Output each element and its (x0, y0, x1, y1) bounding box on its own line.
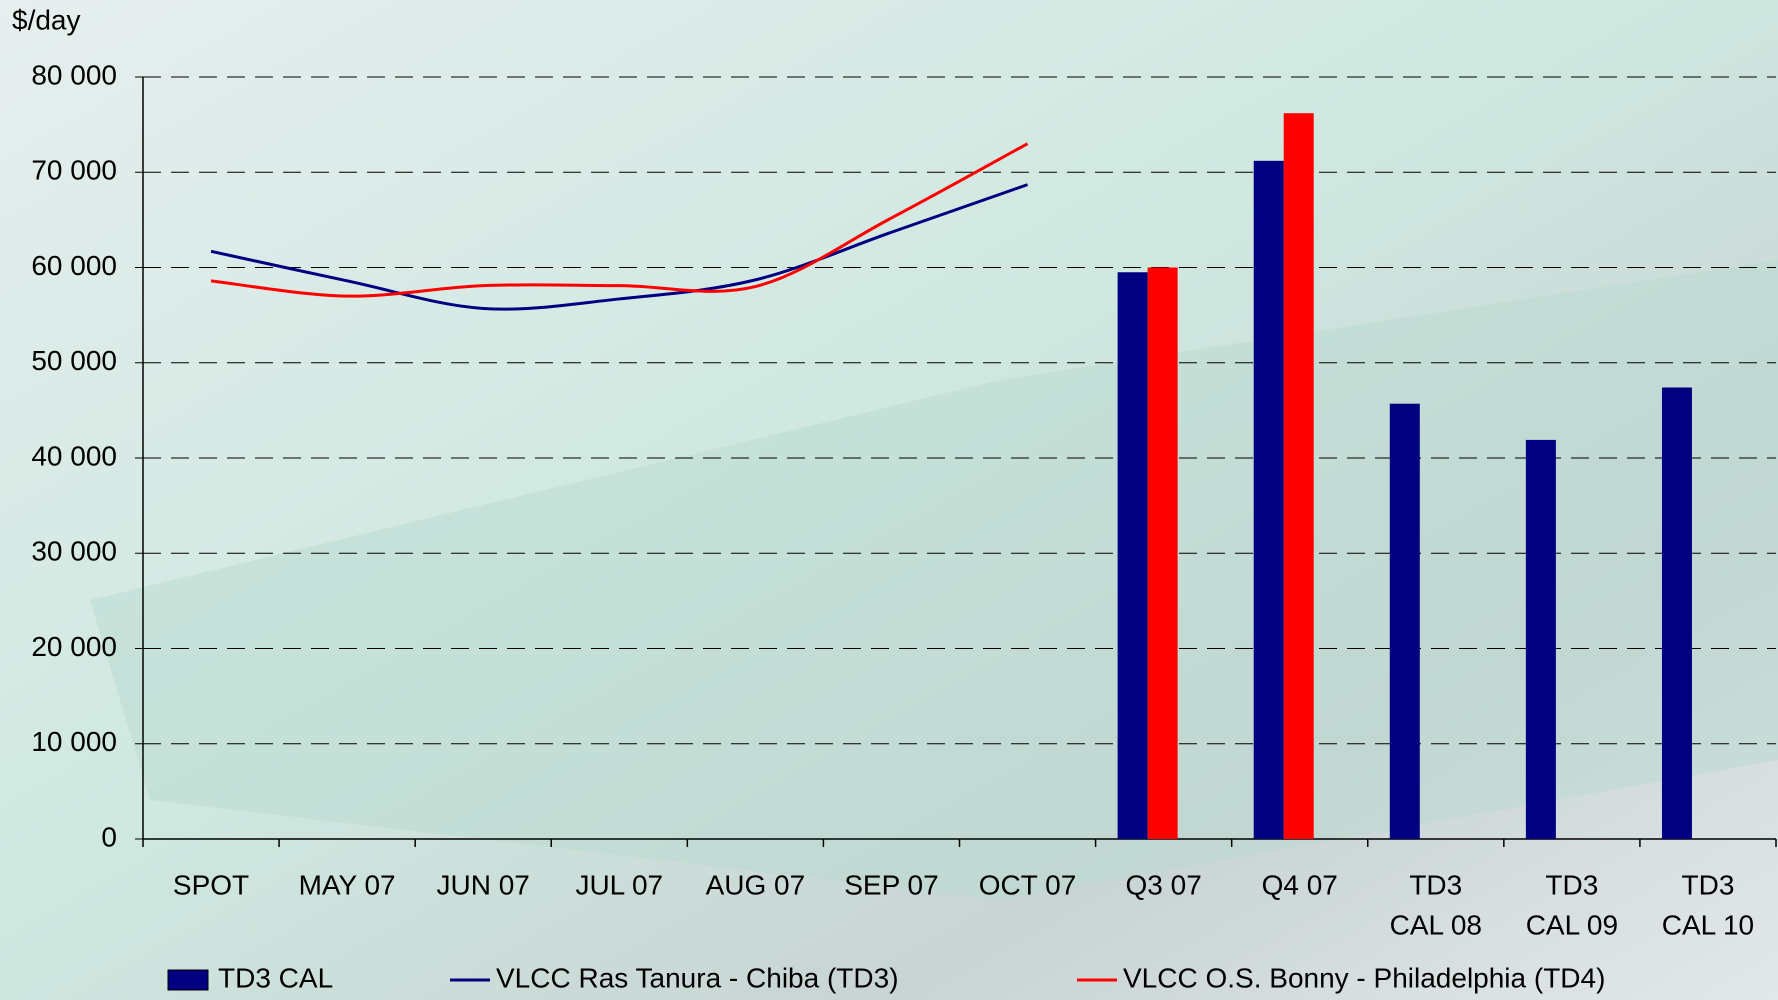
y-tick-label: 10 000 (31, 726, 117, 757)
legend-label: TD3 CAL (218, 962, 333, 993)
y-tick-label: 0 (101, 821, 117, 852)
x-tick-label: MAY 07 (299, 869, 396, 900)
bar (1525, 439, 1556, 839)
x-tick-label: OCT 07 (979, 869, 1077, 900)
x-tick-label: Q3 07 (1125, 869, 1201, 900)
bar (1253, 160, 1284, 839)
x-tick-label: SEP 07 (844, 869, 938, 900)
x-tick-label: CAL 10 (1662, 909, 1754, 940)
line (210, 142, 1029, 298)
bar (1147, 267, 1178, 839)
y-tick-label: 70 000 (31, 155, 117, 186)
legend-label: VLCC Ras Tanura - Chiba (TD3) (496, 962, 899, 993)
bar (1283, 113, 1314, 839)
x-tick-label: JUL 07 (575, 869, 663, 900)
y-tick-label: 60 000 (31, 250, 117, 281)
legend-label: VLCC O.S. Bonny - Philadelphia (TD4) (1123, 962, 1605, 993)
y-axis-title: $/day (12, 4, 81, 35)
y-tick-label: 30 000 (31, 536, 117, 567)
x-tick-label: TD3 (1545, 869, 1598, 900)
legend-swatch (167, 969, 209, 991)
x-tick-label: CAL 08 (1390, 909, 1482, 940)
y-tick-label: 80 000 (31, 59, 117, 90)
y-tick-label: 20 000 (31, 631, 117, 662)
line (210, 183, 1029, 311)
x-tick-label: CAL 09 (1526, 909, 1618, 940)
bar (1389, 403, 1420, 839)
y-tick-label: 40 000 (31, 440, 117, 471)
x-tick-label: SPOT (173, 869, 249, 900)
bar (1117, 272, 1148, 839)
y-tick-label: 50 000 (31, 345, 117, 376)
x-tick-label: JUN 07 (437, 869, 530, 900)
x-tick-label: AUG 07 (706, 869, 806, 900)
x-tick-label: TD3 (1682, 869, 1735, 900)
x-tick-label: TD3 (1409, 869, 1462, 900)
x-tick-label: Q4 07 (1262, 869, 1338, 900)
bar (1661, 387, 1692, 839)
ship-backdrop (90, 260, 1778, 900)
